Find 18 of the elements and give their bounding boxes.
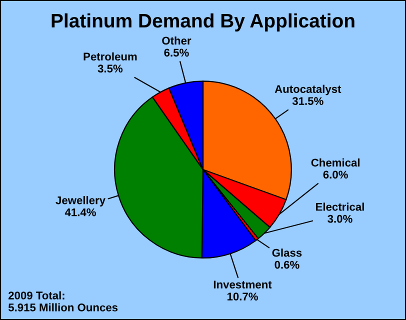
data-label: 41.4% [64, 208, 96, 216]
slice-label: Glass [272, 248, 302, 257]
data-label: 31.5% [292, 97, 324, 105]
data-label: 10.7% [227, 292, 258, 300]
data-label: 0.6% [274, 260, 300, 269]
slice-label: Autocatalyst [274, 84, 342, 96]
chart-title: Platinum Demand By Application [52, 13, 354, 32]
data-label: 6.5% [164, 48, 189, 57]
slice-label: Chemical [311, 158, 360, 167]
data-label: 6.0% [323, 170, 348, 179]
slice-label: Petroleum [84, 52, 137, 61]
slice-label: Jewellery [56, 196, 106, 206]
slice-label: Investment [214, 280, 272, 289]
data-label: 3.0% [328, 214, 352, 223]
slice-label: Electrical [316, 202, 364, 211]
data-label: 3.5% [98, 64, 123, 73]
slice-label: Other [162, 36, 192, 45]
text: 2009 Total: 5.915 Million Ounces [8, 291, 118, 312]
